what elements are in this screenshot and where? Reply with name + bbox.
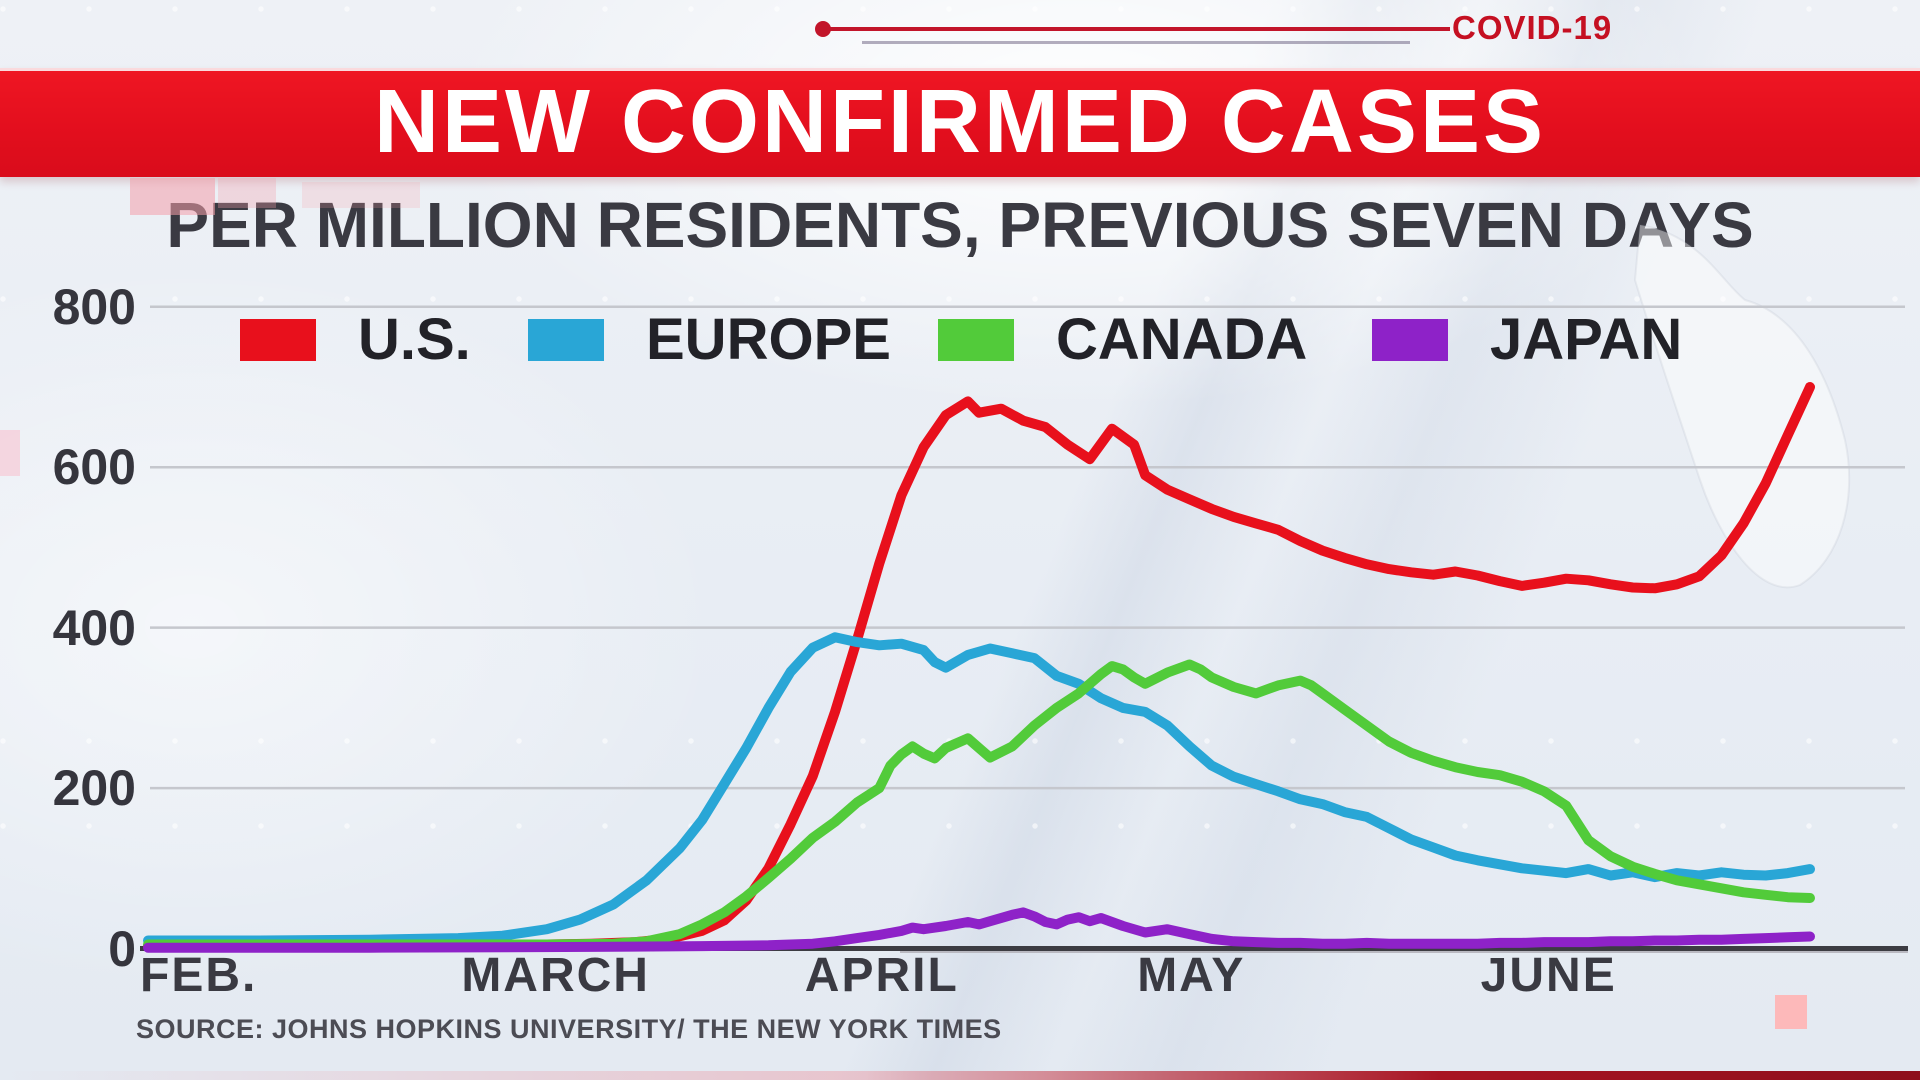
page-title: NEW CONFIRMED CASES bbox=[373, 72, 1547, 172]
legend-swatch-icon bbox=[528, 319, 604, 361]
kicker-line bbox=[823, 27, 1450, 31]
legend-swatch-icon bbox=[240, 319, 316, 361]
kicker-label: COVID-19 bbox=[1452, 9, 1613, 46]
x-month-label-may: MAY bbox=[1137, 949, 1246, 1002]
dot-row-decoration bbox=[0, 738, 1920, 744]
dot-row-decoration bbox=[0, 6, 1920, 12]
legend-item-europe: EUROPE bbox=[528, 307, 891, 372]
legend-swatch-icon bbox=[1372, 319, 1448, 361]
series-line-canada bbox=[143, 659, 1815, 950]
chart-subtitle: PER MILLION RESIDENTS, PREVIOUS SEVEN DA… bbox=[166, 189, 1754, 261]
series-line-us bbox=[143, 382, 1815, 952]
legend-label: JAPAN bbox=[1490, 307, 1683, 372]
bottom-red-strip-decoration bbox=[0, 1071, 1920, 1080]
x-month-label-feb: FEB. bbox=[140, 949, 258, 1002]
x-month-label-april: APRIL bbox=[804, 949, 959, 1002]
kicker-shadow-line bbox=[862, 41, 1410, 44]
pink-block-decoration bbox=[1775, 995, 1807, 1029]
legend-label: EUROPE bbox=[646, 307, 891, 372]
pink-block-decoration bbox=[0, 430, 20, 476]
dot-row-decoration bbox=[0, 823, 1920, 829]
legend-item-canada: CANADA bbox=[938, 307, 1308, 372]
series-line-europe bbox=[143, 632, 1815, 946]
title-banner: NEW CONFIRMED CASES bbox=[0, 68, 1920, 177]
y-tick-label-400: 400 bbox=[52, 599, 136, 656]
legend-label: CANADA bbox=[1056, 307, 1308, 372]
legend-item-japan: JAPAN bbox=[1372, 307, 1683, 372]
legend-item-us: U.S. bbox=[240, 307, 471, 372]
pink-block-decoration bbox=[218, 178, 276, 208]
y-tick-label-200: 200 bbox=[52, 760, 136, 817]
dot-row-decoration bbox=[0, 296, 1920, 302]
legend-swatch-icon bbox=[938, 319, 1014, 361]
y-tick-label-0: 0 bbox=[108, 920, 136, 977]
y-tick-label-800: 800 bbox=[52, 278, 136, 335]
series-line-japan bbox=[143, 907, 1815, 953]
x-month-label-march: MARCH bbox=[461, 949, 650, 1002]
x-month-label-june: JUNE bbox=[1480, 949, 1617, 1002]
source-note: SOURCE: JOHNS HOPKINS UNIVERSITY/ THE NE… bbox=[136, 1014, 1002, 1044]
pink-block-decoration bbox=[302, 182, 420, 208]
legend-label: U.S. bbox=[358, 307, 471, 372]
pink-block-decoration bbox=[130, 178, 215, 215]
y-tick-label-600: 600 bbox=[52, 439, 136, 496]
map-watermark bbox=[1633, 223, 1851, 589]
